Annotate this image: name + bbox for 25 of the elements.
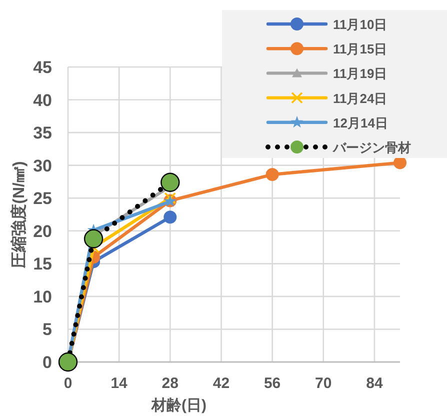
- legend-label: 11月15日: [333, 42, 388, 57]
- y-tick-label: 45: [33, 58, 52, 77]
- y-tick-label: 5: [42, 320, 52, 340]
- legend-label: バージン骨材: [332, 140, 411, 155]
- x-tick-label: 28: [162, 375, 178, 392]
- x-tick-label: 42: [212, 375, 230, 392]
- x-tick-label: 84: [366, 375, 384, 392]
- y-tick-label: 0: [42, 353, 52, 372]
- x-tick-label: 70: [315, 375, 332, 392]
- y-tick-label: 15: [33, 254, 52, 274]
- y-axis-title: 圧縮強度(N/㎟): [9, 161, 28, 269]
- legend-label: 11月24日: [333, 90, 388, 106]
- y-tick-label: 25: [33, 189, 52, 208]
- legend-label: 12月14日: [333, 115, 388, 130]
- x-axis-title: 材齢(日): [150, 397, 206, 414]
- legend-label: 11月10日: [333, 17, 388, 32]
- y-tick-label: 30: [33, 156, 52, 176]
- x-tick-label: 56: [264, 375, 281, 392]
- x-tick-label: 14: [110, 375, 128, 392]
- x-tick-label: 0: [64, 375, 72, 392]
- y-tick-label: 10: [33, 287, 52, 306]
- y-tick-label: 20: [33, 222, 52, 241]
- y-tick-label: 35: [33, 124, 52, 143]
- y-tick-label: 40: [33, 90, 52, 110]
- legend-label: 11月19日: [333, 66, 388, 82]
